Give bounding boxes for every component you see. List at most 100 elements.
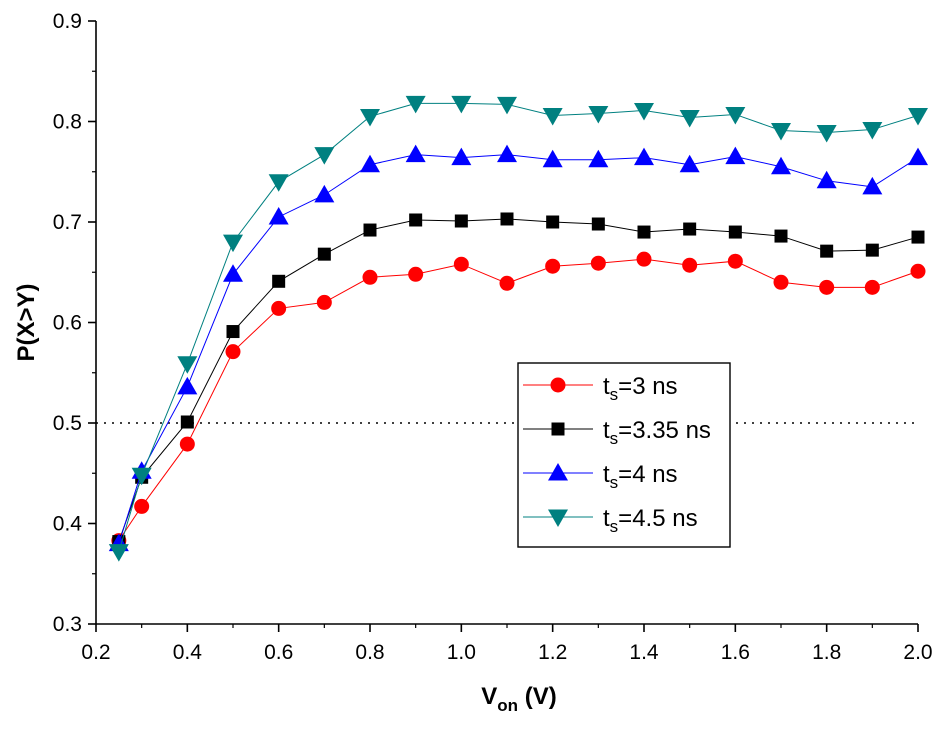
data-point-s335 [500,212,514,226]
data-point-s3 [179,436,195,452]
legend-marker [551,422,565,436]
data-point-s45 [725,106,746,125]
data-point-s335 [683,222,697,236]
legend-label-rest: =4 ns [618,461,677,488]
data-point-s335 [317,247,331,261]
y-tick-label: 0.9 [53,10,82,33]
x-axis-title-subscript: on [497,696,518,715]
legend-label-rest: =3 ns [618,373,677,400]
y-tick-label: 0.5 [53,412,82,435]
data-point-s3 [819,279,835,295]
data-point-s45 [314,147,335,165]
legend-item-s4: ts=4 ns [523,461,678,492]
data-point-s3 [453,256,469,272]
x-tick-label: 2.0 [903,641,932,664]
data-point-s4 [679,154,700,173]
x-axis-title-unit: (V) [518,683,557,710]
data-point-s45 [542,107,563,126]
legend-label: ts=3.35 ns [603,417,711,448]
data-point-s335 [591,217,605,231]
series-layer [108,95,928,562]
data-point-s45 [497,96,517,115]
legend-label-rest: =4.5 ns [618,505,697,532]
data-point-s4 [542,149,563,168]
data-point-s45 [679,109,700,128]
data-point-s335 [637,225,651,239]
data-point-s4 [908,147,928,166]
data-point-s4 [314,184,335,203]
data-point-s3 [362,269,378,285]
data-point-s3 [408,266,424,282]
legend-label-main: t [603,373,610,400]
data-point-s4 [268,206,289,225]
y-tick-label: 0.8 [53,111,82,134]
data-point-s4 [405,144,426,163]
x-tick-label: 1.2 [538,641,567,664]
y-tick-label: 0.4 [53,513,83,536]
legend-label: ts=3 ns [603,373,678,404]
legend-label-subscript: s [610,429,619,448]
data-point-s335 [454,214,468,228]
data-point-s45 [634,102,654,121]
data-point-s45 [862,122,883,140]
data-point-s3 [864,279,880,295]
data-point-s45 [588,105,609,124]
legend-label: ts=4 ns [603,461,678,492]
data-point-s45 [451,95,472,114]
data-point-s3 [134,498,150,514]
data-point-s4 [816,170,837,189]
legend-label-rest: =3.35 ns [618,417,711,444]
data-point-s3 [590,255,606,271]
data-point-s3 [682,257,698,273]
data-point-s4 [771,156,791,175]
data-point-s45 [131,467,152,486]
data-point-s335 [911,230,925,244]
data-point-s335 [546,215,560,229]
series-s3 [111,251,926,549]
data-point-s335 [865,243,879,257]
data-point-s3 [773,274,789,290]
data-point-s3 [316,294,332,310]
data-point-s4 [360,154,380,173]
legend-label-main: t [603,505,610,532]
data-point-s4 [588,149,609,168]
x-tick-label: 1.8 [812,641,841,664]
legend-label-main: t [603,417,610,444]
legend-label-main: t [603,461,610,488]
legend-item-s45: ts=4.5 ns [523,505,698,536]
data-point-s3 [225,344,241,360]
legend-label-subscript: s [610,517,619,536]
data-point-s335 [226,325,240,339]
data-point-s335 [363,223,377,237]
x-tick-label: 0.4 [173,641,203,664]
data-point-s45 [908,107,928,126]
y-tick-label: 0.7 [53,211,82,234]
legend-label-subscript: s [610,385,619,404]
y-tick-label: 0.6 [53,312,82,335]
data-point-s335 [272,274,286,288]
data-point-s3 [545,258,561,274]
legend-marker [550,377,566,393]
legend-marker [548,509,568,527]
data-point-s45 [223,234,243,253]
data-point-s3 [499,275,515,291]
data-point-s335 [774,229,788,243]
data-point-s335 [728,225,742,239]
data-point-s4 [223,264,243,282]
legend-marker [548,463,568,481]
x-tick-label: 0.6 [264,641,293,664]
data-point-s45 [268,174,289,192]
y-tick-label: 0.3 [53,613,82,636]
data-point-s4 [862,176,883,195]
legend-label: ts=4.5 ns [603,505,698,536]
legend-label-subscript: s [610,473,619,492]
data-point-s4 [497,144,517,163]
legend-item-s3: ts=3 ns [523,373,678,404]
y-axis-title: P(X>Y) [13,283,40,361]
data-point-s45 [771,123,791,141]
x-tick-label: 1.4 [629,641,659,664]
legend-item-s335: ts=3.35 ns [523,417,711,448]
